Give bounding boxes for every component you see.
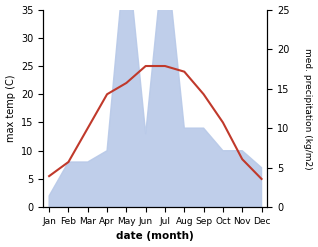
Y-axis label: max temp (C): max temp (C) <box>5 75 16 142</box>
Y-axis label: med. precipitation (kg/m2): med. precipitation (kg/m2) <box>303 48 313 169</box>
X-axis label: date (month): date (month) <box>116 231 194 242</box>
